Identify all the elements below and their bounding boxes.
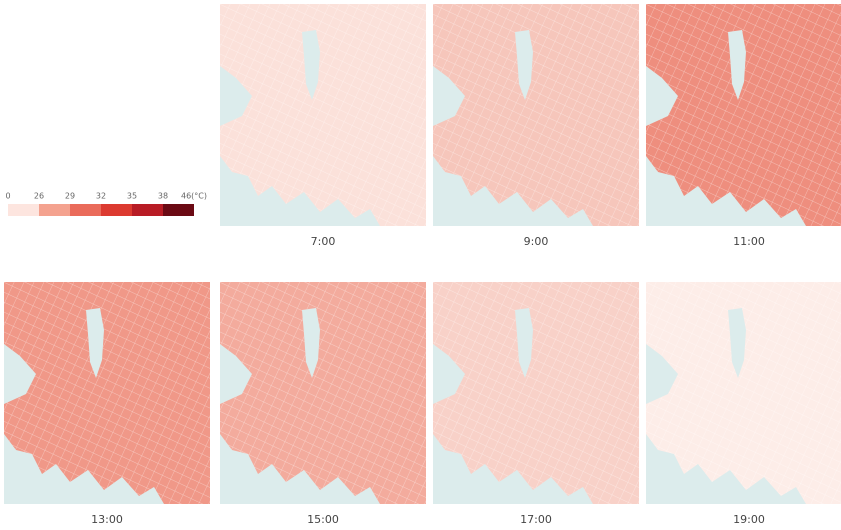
- legend-label: 29: [65, 192, 75, 201]
- legend-label: 38: [158, 192, 168, 201]
- figure: 0 26 29 32 35 38 46(°C) 7:00 9:00 11:00 13:00 15:00…: [0, 0, 841, 530]
- legend-swatch: [39, 204, 70, 216]
- legend-swatch: [8, 204, 39, 216]
- time-label: 11:00: [733, 235, 765, 248]
- legend-label: 32: [96, 192, 106, 201]
- legend-swatch: [101, 204, 132, 216]
- map-panel: [220, 282, 426, 504]
- time-label: 9:00: [524, 235, 549, 248]
- legend-label: 26: [34, 192, 44, 201]
- time-label: 15:00: [307, 513, 339, 526]
- map-panel: [646, 4, 841, 226]
- map-panel: [433, 282, 639, 504]
- time-label: 7:00: [311, 235, 336, 248]
- legend-swatch: [132, 204, 163, 216]
- time-label: 19:00: [733, 513, 765, 526]
- map-panel: [433, 4, 639, 226]
- legend-label: 35: [127, 192, 137, 201]
- legend-label: 46(°C): [181, 192, 207, 201]
- legend-swatch: [163, 204, 194, 216]
- legend-label: 0: [5, 192, 10, 201]
- map-panel: [220, 4, 426, 226]
- map-panel: [646, 282, 841, 504]
- map-panel: [4, 282, 210, 504]
- legend-swatch: [70, 204, 101, 216]
- time-label: 13:00: [91, 513, 123, 526]
- time-label: 17:00: [520, 513, 552, 526]
